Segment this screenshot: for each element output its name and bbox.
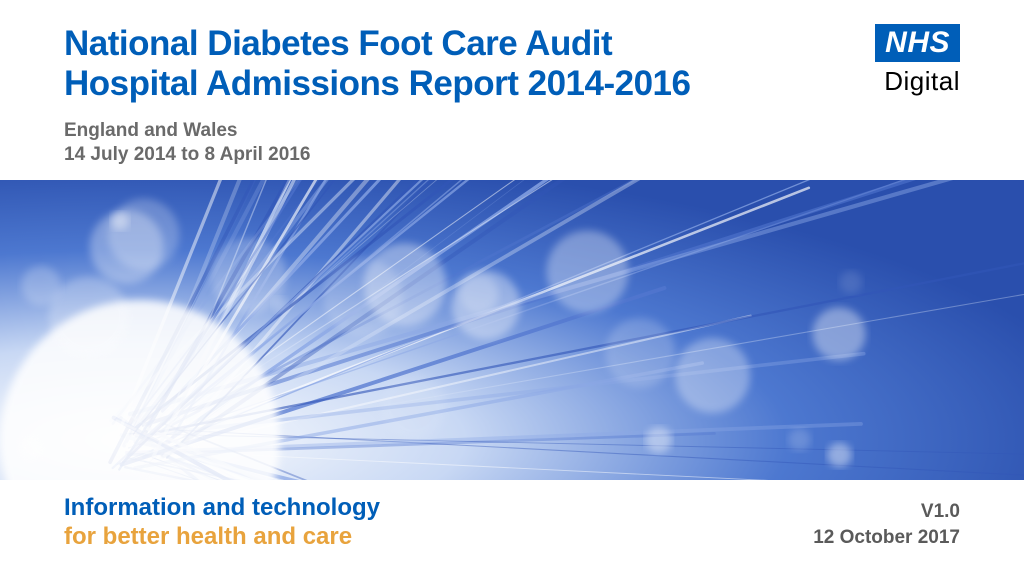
- digital-logo-text: Digital: [875, 66, 960, 97]
- tagline: Information and technology for better he…: [64, 494, 380, 552]
- tagline-line-1: Information and technology: [64, 494, 380, 523]
- nhs-digital-logo: NHS Digital: [875, 24, 960, 97]
- hero-image: [0, 180, 1024, 480]
- fiber-optic-icon: [0, 180, 1024, 480]
- footer: Information and technology for better he…: [64, 494, 960, 552]
- report-subtitle: England and Wales 14 July 2014 to 8 Apri…: [64, 119, 855, 168]
- publish-date: 12 October 2017: [813, 525, 960, 552]
- title-line-2: Hospital Admissions Report 2014-2016: [64, 64, 690, 103]
- report-title: National Diabetes Foot Care Audit Hospit…: [64, 24, 855, 105]
- tagline-line-2: for better health and care: [64, 523, 380, 552]
- title-line-1: National Diabetes Foot Care Audit: [64, 24, 612, 63]
- nhs-logo-box: NHS: [875, 24, 960, 62]
- version-label: V1.0: [813, 499, 960, 526]
- subtitle-line-1: England and Wales: [64, 120, 238, 141]
- subtitle-line-2: 14 July 2014 to 8 April 2016: [64, 144, 310, 165]
- footer-meta: V1.0 12 October 2017: [813, 499, 960, 552]
- header: National Diabetes Foot Care Audit Hospit…: [0, 0, 1024, 168]
- title-block: National Diabetes Foot Care Audit Hospit…: [64, 24, 855, 168]
